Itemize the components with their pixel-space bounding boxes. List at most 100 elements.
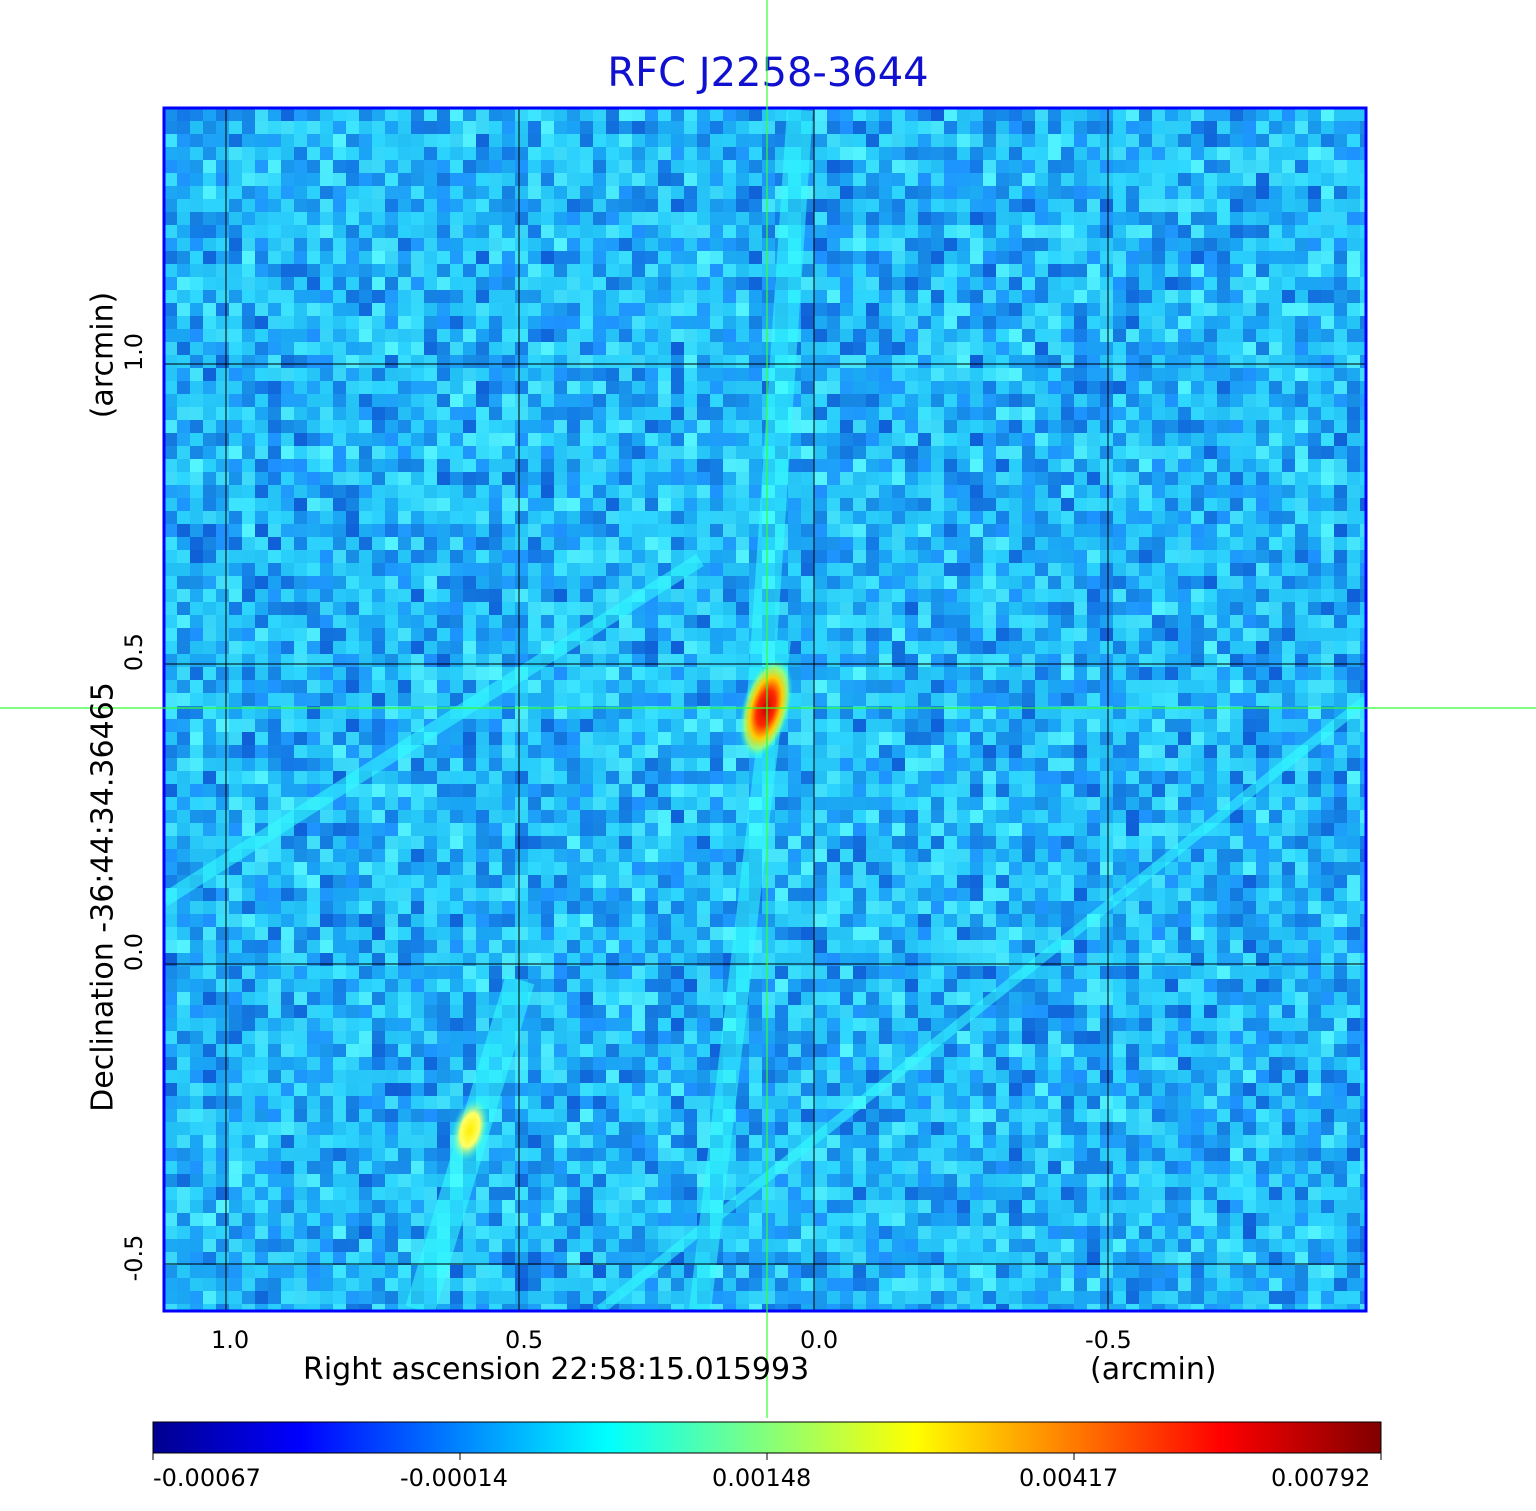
noise-pixel (1074, 368, 1087, 381)
noise-pixel (827, 147, 840, 160)
noise-pixel (1243, 186, 1256, 199)
noise-pixel (723, 797, 736, 810)
noise-pixel (1230, 550, 1243, 563)
noise-pixel (593, 472, 606, 485)
noise-pixel (1217, 251, 1230, 264)
noise-pixel (528, 108, 541, 121)
noise-pixel (931, 420, 944, 433)
noise-pixel (918, 173, 931, 186)
noise-pixel (411, 615, 424, 628)
noise-pixel (866, 563, 879, 576)
noise-pixel (554, 524, 567, 537)
noise-pixel (593, 186, 606, 199)
noise-pixel (788, 615, 801, 628)
noise-pixel (372, 316, 385, 329)
noise-pixel (1048, 732, 1061, 745)
noise-pixel (359, 719, 372, 732)
noise-pixel (216, 485, 229, 498)
noise-pixel (983, 550, 996, 563)
noise-pixel (1204, 394, 1217, 407)
noise-pixel (229, 537, 242, 550)
noise-pixel (1230, 433, 1243, 446)
noise-pixel (1334, 147, 1347, 160)
noise-pixel (203, 602, 216, 615)
noise-pixel (1256, 329, 1269, 342)
noise-pixel (1022, 524, 1035, 537)
noise-pixel (905, 550, 918, 563)
noise-pixel (593, 290, 606, 303)
noise-pixel (476, 316, 489, 329)
noise-pixel (515, 199, 528, 212)
noise-pixel (814, 576, 827, 589)
noise-pixel (229, 368, 242, 381)
noise-pixel (554, 316, 567, 329)
noise-pixel (385, 563, 398, 576)
noise-pixel (918, 134, 931, 147)
noise-pixel (385, 225, 398, 238)
noise-pixel (307, 225, 320, 238)
noise-pixel (1100, 628, 1113, 641)
noise-pixel (372, 784, 385, 797)
noise-pixel (359, 485, 372, 498)
noise-pixel (528, 732, 541, 745)
noise-pixel (1113, 433, 1126, 446)
noise-pixel (684, 745, 697, 758)
noise-pixel (1282, 316, 1295, 329)
noise-pixel (1022, 199, 1035, 212)
noise-pixel (944, 134, 957, 147)
noise-pixel (593, 641, 606, 654)
noise-pixel (827, 277, 840, 290)
noise-pixel (385, 186, 398, 199)
noise-pixel (281, 771, 294, 784)
noise-pixel (853, 641, 866, 654)
noise-pixel (567, 667, 580, 680)
noise-pixel (1152, 693, 1165, 706)
noise-pixel (359, 797, 372, 810)
noise-pixel (437, 394, 450, 407)
noise-pixel (320, 589, 333, 602)
noise-pixel (567, 134, 580, 147)
noise-pixel (580, 329, 593, 342)
noise-pixel (645, 186, 658, 199)
noise-pixel (307, 550, 320, 563)
noise-pixel (866, 628, 879, 641)
noise-pixel (1165, 329, 1178, 342)
noise-pixel (827, 472, 840, 485)
noise-pixel (1204, 524, 1217, 537)
noise-pixel (1217, 485, 1230, 498)
noise-pixel (1139, 420, 1152, 433)
noise-pixel (294, 745, 307, 758)
noise-pixel (593, 667, 606, 680)
noise-pixel (1230, 355, 1243, 368)
noise-pixel (567, 238, 580, 251)
noise-pixel (619, 446, 632, 459)
noise-pixel (762, 316, 775, 329)
noise-pixel (710, 550, 723, 563)
noise-pixel (1009, 758, 1022, 771)
noise-pixel (684, 238, 697, 251)
noise-pixel (1009, 537, 1022, 550)
noise-pixel (879, 667, 892, 680)
noise-pixel (970, 238, 983, 251)
noise-pixel (619, 511, 632, 524)
noise-pixel (853, 654, 866, 667)
noise-pixel (749, 251, 762, 264)
noise-pixel (996, 368, 1009, 381)
noise-pixel (177, 251, 190, 264)
noise-pixel (463, 121, 476, 134)
noise-pixel (1165, 537, 1178, 550)
noise-pixel (1009, 524, 1022, 537)
noise-pixel (1074, 381, 1087, 394)
noise-pixel (242, 368, 255, 381)
noise-pixel (450, 407, 463, 420)
noise-pixel (1113, 628, 1126, 641)
noise-pixel (879, 212, 892, 225)
noise-pixel (970, 121, 983, 134)
noise-pixel (242, 654, 255, 667)
noise-pixel (1191, 771, 1204, 784)
noise-pixel (658, 615, 671, 628)
noise-pixel (1165, 628, 1178, 641)
noise-pixel (1334, 550, 1347, 563)
noise-pixel (983, 654, 996, 667)
noise-pixel (1282, 472, 1295, 485)
